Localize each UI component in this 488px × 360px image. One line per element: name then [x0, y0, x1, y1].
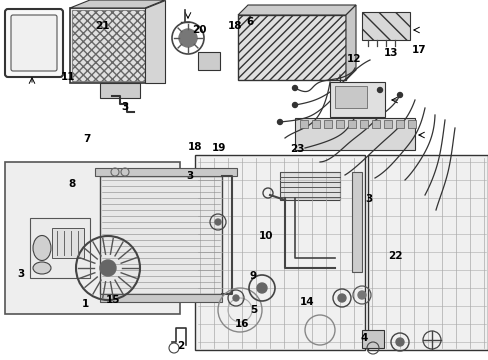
Bar	[334, 86, 366, 108]
Text: 3: 3	[365, 194, 372, 204]
Text: 14: 14	[299, 297, 314, 307]
Bar	[198, 52, 220, 70]
Text: 15: 15	[106, 294, 121, 305]
Text: 10: 10	[259, 231, 273, 241]
Bar	[100, 176, 222, 294]
Polygon shape	[346, 5, 355, 80]
Bar	[329, 82, 384, 117]
Bar	[347, 120, 355, 128]
Bar	[371, 120, 379, 128]
Text: 12: 12	[346, 54, 361, 64]
Circle shape	[395, 338, 403, 346]
Bar	[324, 120, 331, 128]
Bar	[72, 10, 163, 81]
Bar	[195, 155, 364, 350]
FancyBboxPatch shape	[5, 9, 63, 77]
Circle shape	[277, 120, 282, 125]
Bar	[311, 120, 319, 128]
Bar	[52, 228, 84, 258]
Ellipse shape	[33, 235, 51, 261]
Text: 18: 18	[187, 142, 202, 152]
Bar	[361, 12, 409, 40]
Text: 17: 17	[411, 45, 426, 55]
Circle shape	[337, 294, 346, 302]
Bar	[383, 120, 391, 128]
Text: 7: 7	[83, 134, 91, 144]
Text: 21: 21	[95, 21, 110, 31]
Text: 13: 13	[383, 48, 398, 58]
Text: 22: 22	[387, 251, 402, 261]
Text: 19: 19	[211, 143, 226, 153]
Circle shape	[257, 283, 266, 293]
Circle shape	[397, 93, 402, 98]
Text: 3: 3	[121, 102, 128, 112]
Polygon shape	[145, 0, 164, 83]
Circle shape	[215, 219, 221, 225]
Text: 3: 3	[186, 171, 193, 181]
Circle shape	[100, 260, 116, 276]
Text: 5: 5	[250, 305, 257, 315]
Bar	[100, 83, 140, 98]
FancyBboxPatch shape	[11, 15, 57, 71]
Text: 20: 20	[192, 24, 206, 35]
Bar	[294, 118, 414, 150]
Bar	[407, 120, 415, 128]
Text: 3: 3	[17, 269, 24, 279]
Bar	[395, 120, 403, 128]
Circle shape	[377, 87, 382, 93]
Text: 9: 9	[249, 271, 256, 282]
Bar	[335, 120, 343, 128]
Text: 8: 8	[69, 179, 76, 189]
Bar	[274, 168, 364, 278]
Text: 4: 4	[360, 333, 367, 343]
Bar	[280, 172, 339, 200]
Bar	[100, 294, 222, 302]
Ellipse shape	[33, 262, 51, 274]
Bar	[367, 155, 487, 350]
Circle shape	[292, 103, 297, 108]
Circle shape	[292, 86, 297, 90]
Bar	[30, 218, 90, 278]
Bar	[351, 172, 361, 272]
Circle shape	[232, 295, 239, 301]
Text: 6: 6	[246, 17, 253, 27]
Text: 11: 11	[61, 72, 76, 82]
Text: 18: 18	[227, 21, 242, 31]
Text: 23: 23	[289, 144, 304, 154]
Text: 16: 16	[234, 319, 249, 329]
Text: 1: 1	[82, 299, 89, 309]
Polygon shape	[238, 5, 355, 15]
Bar	[359, 120, 367, 128]
Bar	[299, 120, 307, 128]
Bar	[238, 15, 346, 80]
Bar	[361, 330, 383, 348]
Polygon shape	[70, 0, 164, 8]
Circle shape	[357, 291, 365, 299]
Circle shape	[179, 29, 197, 47]
Bar	[95, 168, 237, 176]
Text: 2: 2	[177, 341, 184, 351]
Bar	[70, 8, 164, 83]
Bar	[5, 162, 180, 314]
